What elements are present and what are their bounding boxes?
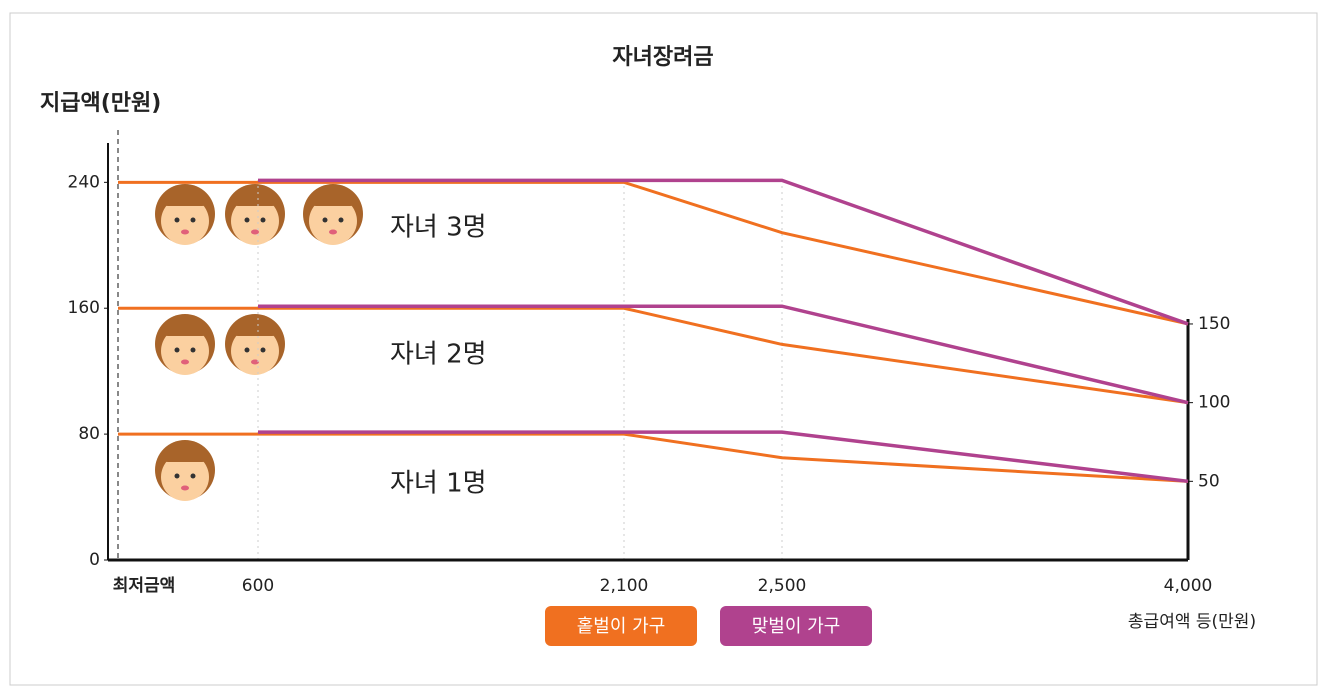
annotation: 자녀 1명 <box>390 469 487 499</box>
face <box>161 197 209 245</box>
face-mouth <box>329 229 337 235</box>
face <box>231 327 279 375</box>
legend-button <box>720 606 872 646</box>
x-tick-label: 2,100 <box>600 576 649 596</box>
line <box>258 430 1189 484</box>
y-tick-label: 80 <box>78 424 100 444</box>
annotation: 자녀 3명 <box>390 213 487 243</box>
line <box>118 432 1189 483</box>
line <box>258 304 1189 405</box>
face <box>309 197 357 245</box>
face-eye <box>190 473 196 479</box>
face-bangs <box>309 192 357 206</box>
y2-tick-label: 100 <box>1198 393 1230 413</box>
face-bangs <box>231 322 279 336</box>
line <box>118 180 1189 326</box>
face-eye <box>190 347 196 353</box>
face-eye <box>190 217 196 223</box>
y-tick-label: 160 <box>68 298 100 318</box>
annotation: 자녀 2명 <box>390 340 487 370</box>
y-tick-label: 240 <box>68 172 100 192</box>
line <box>258 178 1189 326</box>
face-eye <box>174 217 180 223</box>
face-bangs <box>161 322 209 336</box>
faces <box>155 184 363 501</box>
legend-label: 맞벌이 가구 <box>752 616 841 637</box>
legend-button <box>545 606 697 646</box>
line <box>118 306 1189 405</box>
x-tick-label: 2,500 <box>758 576 807 596</box>
x-axis-label: 총급여액 등(만원) <box>1128 612 1256 632</box>
x-tick-label: 600 <box>242 576 274 596</box>
face-eye <box>174 347 180 353</box>
face <box>161 453 209 501</box>
face-eye <box>260 347 266 353</box>
face-eye <box>174 473 180 479</box>
x-tick-label: 최저금액 <box>113 576 176 596</box>
face-eye <box>338 217 344 223</box>
face-mouth <box>181 229 189 235</box>
face-mouth <box>181 485 189 491</box>
face-bangs <box>161 448 209 462</box>
y-axis-label: 지급액(만원) <box>40 91 161 116</box>
legend-label: 홑벌이 가구 <box>577 616 666 637</box>
face-mouth <box>251 229 259 235</box>
face-mouth <box>251 359 259 365</box>
face-bangs <box>231 192 279 206</box>
chart-title: 자녀장려금 <box>612 45 713 70</box>
face-eye <box>244 217 250 223</box>
face-eye <box>260 217 266 223</box>
face <box>231 197 279 245</box>
face-eye <box>322 217 328 223</box>
face <box>161 327 209 375</box>
y2-tick-label: 50 <box>1198 471 1220 491</box>
x-tick-label: 4,000 <box>1164 576 1213 596</box>
face-mouth <box>181 359 189 365</box>
y2-tick-label: 150 <box>1198 314 1230 334</box>
face-bangs <box>161 192 209 206</box>
y-tick-label: 0 <box>89 550 100 570</box>
face-eye <box>244 347 250 353</box>
